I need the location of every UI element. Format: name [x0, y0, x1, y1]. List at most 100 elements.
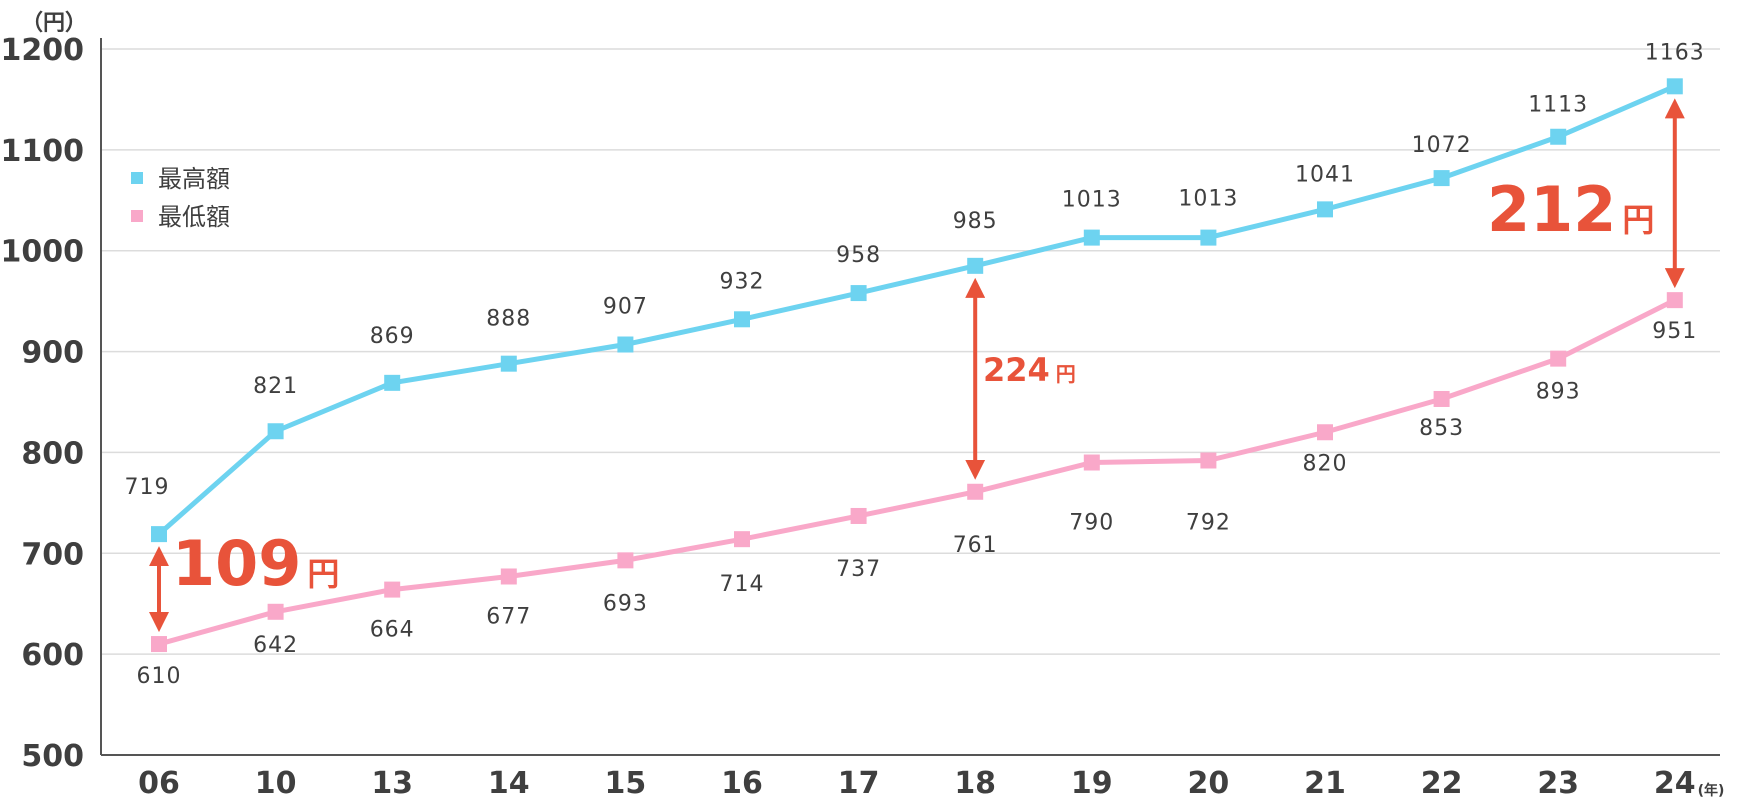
difference-label: 212 円 — [1487, 173, 1654, 246]
y-tick-label: 1000 — [1, 235, 85, 270]
y-tick-label: 1100 — [1, 134, 85, 169]
y-tick-label: 700 — [21, 537, 84, 572]
difference-label: 109 円 — [172, 527, 339, 600]
data-point-marker — [1083, 229, 1100, 246]
data-label: 719 — [125, 475, 170, 500]
data-point-marker — [500, 355, 517, 372]
data-label: 790 — [1069, 511, 1114, 536]
data-label: 932 — [720, 269, 765, 294]
data-point-marker — [1433, 390, 1450, 407]
x-tick-label: 13 — [371, 766, 413, 801]
data-label: 951 — [1652, 319, 1697, 344]
data-point-marker — [1433, 170, 1450, 187]
data-label: 792 — [1186, 510, 1231, 535]
difference-unit: 円 — [1056, 362, 1076, 386]
data-label: 693 — [603, 591, 648, 616]
y-tick-label: 500 — [21, 739, 84, 774]
data-label: 869 — [370, 324, 415, 349]
difference-number: 109 — [172, 527, 301, 600]
series-line — [158, 297, 1676, 647]
data-point-marker — [1550, 128, 1567, 145]
data-label: 737 — [836, 557, 881, 582]
x-tick-label: 06 — [138, 766, 180, 801]
data-label: 821 — [253, 374, 298, 399]
data-point-marker — [967, 257, 984, 274]
data-label: 1013 — [1178, 187, 1238, 212]
difference-number: 212 — [1487, 173, 1616, 246]
x-tick-label: 17 — [838, 766, 880, 801]
data-label: 610 — [137, 664, 182, 689]
data-point-marker — [1666, 292, 1683, 309]
x-tick-label: 22 — [1421, 766, 1463, 801]
data-label: 1163 — [1645, 40, 1705, 65]
data-point-marker — [1200, 452, 1217, 469]
data-point-marker — [500, 568, 517, 585]
data-point-marker — [850, 285, 867, 302]
data-point-marker — [1666, 78, 1683, 95]
data-point-marker — [617, 336, 634, 353]
series-line — [157, 84, 1676, 536]
data-label: 664 — [370, 618, 415, 643]
data-label: 820 — [1303, 451, 1348, 476]
y-tick-label: 1200 — [1, 33, 85, 68]
legend-swatch — [131, 210, 143, 222]
y-tick-label: 800 — [21, 436, 84, 471]
difference-unit: 円 — [1622, 201, 1654, 239]
x-tick-label: 23 — [1537, 766, 1579, 801]
data-label: 714 — [720, 572, 765, 597]
gridlines — [101, 48, 1720, 655]
data-point-marker — [267, 603, 284, 620]
data-labels: 719 821 869 888 907 932 958 985 1013 1013 1041 1072… — [125, 40, 1705, 689]
data-point-marker — [151, 526, 167, 543]
data-point-marker — [1550, 350, 1567, 367]
data-point-marker — [384, 374, 401, 391]
data-label: 761 — [953, 533, 998, 558]
data-label: 893 — [1536, 380, 1581, 405]
x-tick-label: 24 — [1654, 766, 1696, 801]
legend-swatch — [131, 172, 143, 184]
x-tick-label: 20 — [1188, 766, 1230, 801]
data-label: 985 — [953, 209, 998, 234]
data-point-marker — [967, 483, 984, 500]
data-point-marker — [267, 423, 284, 440]
data-label: 1113 — [1528, 93, 1588, 118]
x-tick-label: 10 — [255, 766, 297, 801]
x-tick-label: 16 — [721, 766, 763, 801]
legend-label: 最高額 — [158, 165, 230, 193]
difference-unit: 円 — [307, 555, 339, 593]
data-label: 642 — [253, 633, 298, 658]
data-point-marker — [1317, 201, 1333, 218]
x-tick-label: 21 — [1304, 766, 1346, 801]
x-axis-unit: (年) — [1698, 782, 1725, 799]
x-tick-label: 18 — [954, 766, 996, 801]
data-label: 1041 — [1295, 162, 1355, 187]
x-tick-label: 15 — [605, 766, 647, 801]
data-point-marker — [850, 507, 867, 524]
data-point-marker — [1200, 229, 1217, 246]
x-tick-label: 19 — [1071, 766, 1113, 801]
data-point-marker — [1083, 454, 1100, 471]
data-label: 1013 — [1062, 188, 1122, 213]
data-label: 1072 — [1412, 133, 1472, 158]
data-point-marker — [1317, 424, 1333, 441]
y-tick-label: 900 — [21, 336, 84, 371]
y-tick-label: 600 — [21, 638, 84, 673]
data-point-marker — [617, 552, 634, 569]
data-point-marker — [734, 311, 750, 328]
legend-label: 最低額 — [158, 203, 230, 231]
data-label: 677 — [486, 604, 531, 629]
data-label: 888 — [486, 307, 531, 332]
difference-label: 224 円 — [983, 351, 1076, 389]
x-tick-label: 14 — [488, 766, 530, 801]
data-point-marker — [151, 636, 167, 653]
data-label: 853 — [1419, 416, 1464, 441]
data-label: 958 — [836, 243, 881, 268]
y-axis-unit: （円） — [21, 11, 87, 36]
series-lines — [151, 78, 1683, 653]
data-point-marker — [734, 531, 750, 548]
data-label: 907 — [603, 295, 648, 320]
